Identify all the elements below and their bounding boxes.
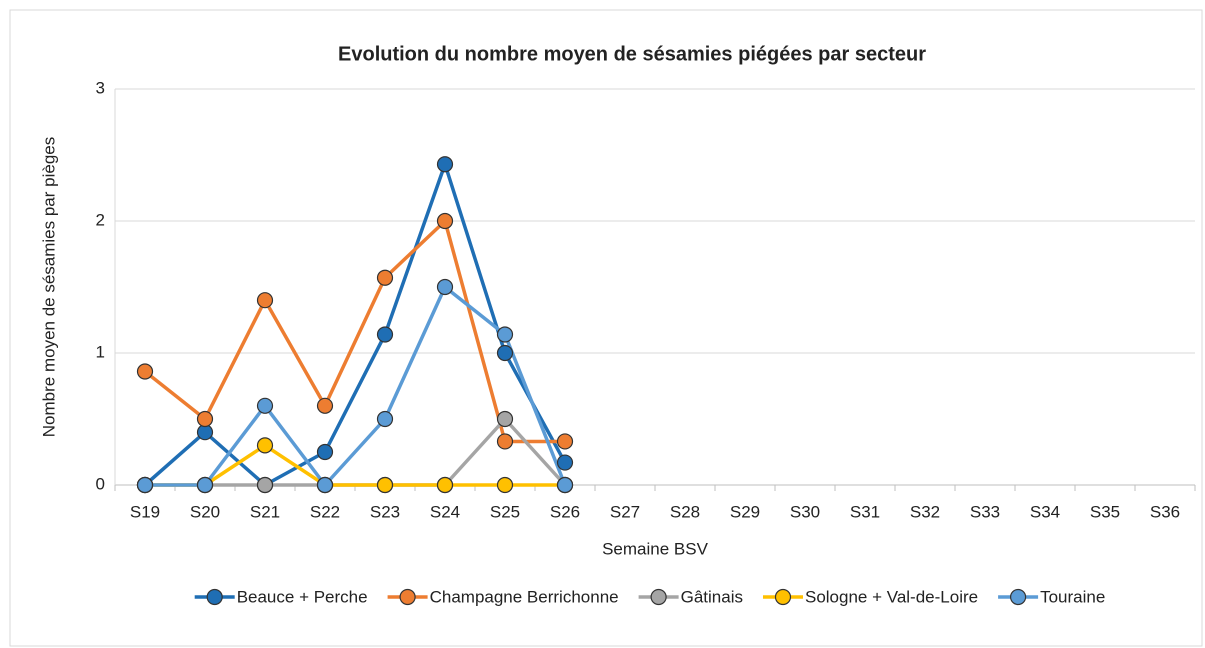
point [556,476,574,494]
point [376,410,394,428]
legend-marker [1009,588,1027,606]
point [256,476,274,494]
point [496,433,514,450]
legend-label: Touraine [1040,587,1105,606]
legend-marker [206,588,223,606]
x-tick-label: S34 [1030,502,1060,521]
x-tick-label: S28 [670,502,700,521]
x-tick-label: S26 [550,502,580,521]
legend-marker [774,588,792,606]
y-axis-label: Nombre moyen de sésamies par pièges [39,137,58,437]
legend-marker [399,588,416,606]
x-tick-label: S27 [610,502,640,521]
x-tick-label: S22 [310,502,340,521]
legend-label: Gâtinais [681,587,743,606]
point [376,326,394,343]
point [436,212,454,230]
x-tick-label: S31 [850,502,880,521]
chart-frame [9,9,1203,647]
chart-title: Evolution du nombre moyen de sésamies pi… [338,43,926,65]
point [256,292,274,309]
x-tick-label: S29 [730,502,760,521]
point [316,476,334,494]
point [376,269,394,286]
point [436,278,454,296]
point [496,344,514,362]
x-axis-label: Semaine BSV [602,539,708,558]
x-tick-label: S25 [490,502,520,521]
point [556,454,574,471]
x-tick-label: S32 [910,502,940,521]
x-tick-label: S24 [430,502,460,521]
x-tick-label: S30 [790,502,820,521]
point [316,443,334,461]
series-line [145,443,565,487]
legend-label: Champagne Berrichonne [430,587,619,606]
x-tick-label: S21 [250,502,280,521]
point [136,476,154,494]
point [256,437,274,454]
series-line [143,219,565,444]
point [496,326,514,343]
point [556,433,574,450]
point [436,156,454,173]
point [136,363,154,380]
legend-label: Beauce + Perche [237,587,368,606]
point [256,397,274,414]
legend-label: Sologne + Val-de-Loire [805,587,978,606]
point [376,476,394,494]
x-tick-label: S19 [130,502,160,521]
x-tick-label: S35 [1090,502,1120,521]
x-tick-label: S36 [1150,502,1180,521]
point [496,476,514,494]
y-tick-label: 3 [96,78,105,97]
point [196,410,214,428]
legend-marker [650,588,667,606]
y-tick-label: 0 [96,474,105,493]
series-line [143,162,567,487]
legend: Beauce + Perche Champagne Berrichonne Gâti… [194,587,1105,606]
point [196,476,214,494]
point [316,397,334,414]
x-tick-label: S33 [970,502,1000,521]
y-tick-label: 1 [96,342,105,361]
series-line [145,285,567,487]
x-tick-label: S20 [190,502,220,521]
x-tick-label: S23 [370,502,400,521]
y-tick-label: 2 [96,210,105,229]
point [436,476,454,494]
point [496,410,514,428]
